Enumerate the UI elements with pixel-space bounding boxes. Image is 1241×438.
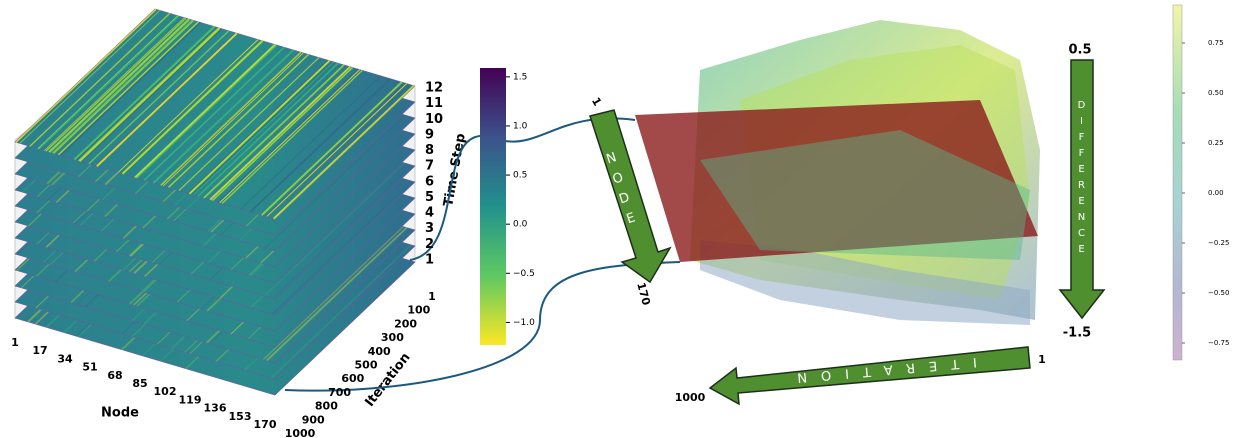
difference-start: 0.5: [1068, 43, 1091, 58]
colorbar: [480, 68, 506, 345]
y-tick-label: 300: [381, 331, 404, 344]
colorbar-tick-label: 1.5: [513, 72, 527, 82]
y-tick-label: 600: [341, 372, 364, 385]
colorbar-tick-label: 0.25: [1208, 139, 1224, 147]
x-axis-label: Node: [101, 406, 139, 421]
iteration-end: 1000: [675, 391, 706, 404]
y-tick-label: 700: [328, 386, 351, 399]
z-tick-label: 9: [425, 127, 434, 142]
difference-arrow-label: DIFFERENCE: [1076, 100, 1087, 260]
z-tick-label: 8: [425, 143, 434, 158]
colorbar-tick-label: 1.0: [513, 121, 528, 131]
colorbar-tick-label: −0.25: [1208, 239, 1229, 247]
x-tick-label: 1: [11, 336, 19, 349]
z-tick-label: 2: [425, 237, 434, 252]
x-tick-label: 51: [82, 361, 97, 374]
y-tick-label: 500: [355, 359, 378, 372]
y-tick-label: 1000: [285, 427, 316, 438]
colorbar: [1173, 5, 1182, 360]
z-tick-label: 4: [425, 206, 434, 221]
z-tick-label: 10: [425, 112, 443, 127]
colorbar-tick-label: −0.5: [513, 269, 535, 279]
colorbar-tick-label: −0.50: [1208, 289, 1229, 297]
y-tick-label: 400: [368, 345, 391, 358]
z-tick-label: 12: [425, 81, 443, 96]
y-tick-label: 200: [394, 317, 417, 330]
colorbar-tick-label: 0.5: [513, 171, 527, 181]
x-tick-label: 17: [32, 344, 47, 357]
difference-surfaces: [635, 20, 1040, 325]
z-tick-label: 7: [425, 159, 434, 174]
y-tick-label: 100: [407, 304, 430, 317]
x-tick-label: 68: [107, 369, 122, 382]
y-tick-label: 800: [315, 400, 338, 413]
x-tick-label: 119: [179, 393, 202, 406]
iteration-start: 1: [1038, 353, 1046, 366]
x-tick-label: 34: [57, 352, 73, 365]
x-tick-label: 136: [204, 402, 227, 415]
colorbar-tick-label: 0.50: [1208, 89, 1224, 97]
figure: Node Iteration Time Step NODE 1 170 DIFF…: [0, 0, 1241, 438]
x-tick-label: 170: [254, 418, 277, 431]
z-tick-label: 3: [425, 221, 434, 236]
x-tick-label: 85: [132, 377, 147, 390]
stacked-surfaces: [15, 9, 415, 395]
colorbar-tick-label: −0.75: [1208, 339, 1229, 347]
colorbar-tick-label: 0.0: [513, 220, 528, 230]
y-tick-label: 900: [302, 413, 325, 426]
node-start: 1: [589, 95, 604, 108]
z-tick-label: 11: [425, 96, 443, 111]
y-tick-label: 1: [428, 290, 436, 303]
z-tick-label: 1: [425, 253, 434, 268]
z-tick-label: 6: [425, 174, 434, 189]
z-tick-label: 5: [425, 190, 434, 205]
x-tick-label: 153: [229, 410, 252, 423]
colorbar-tick-label: 0.00: [1208, 189, 1224, 197]
difference-end: -1.5: [1063, 326, 1091, 341]
node-end: 170: [634, 281, 653, 307]
colorbar-tick-label: −1.0: [513, 318, 535, 328]
colorbar-tick-label: 0.75: [1208, 39, 1224, 47]
x-tick-label: 102: [154, 385, 177, 398]
